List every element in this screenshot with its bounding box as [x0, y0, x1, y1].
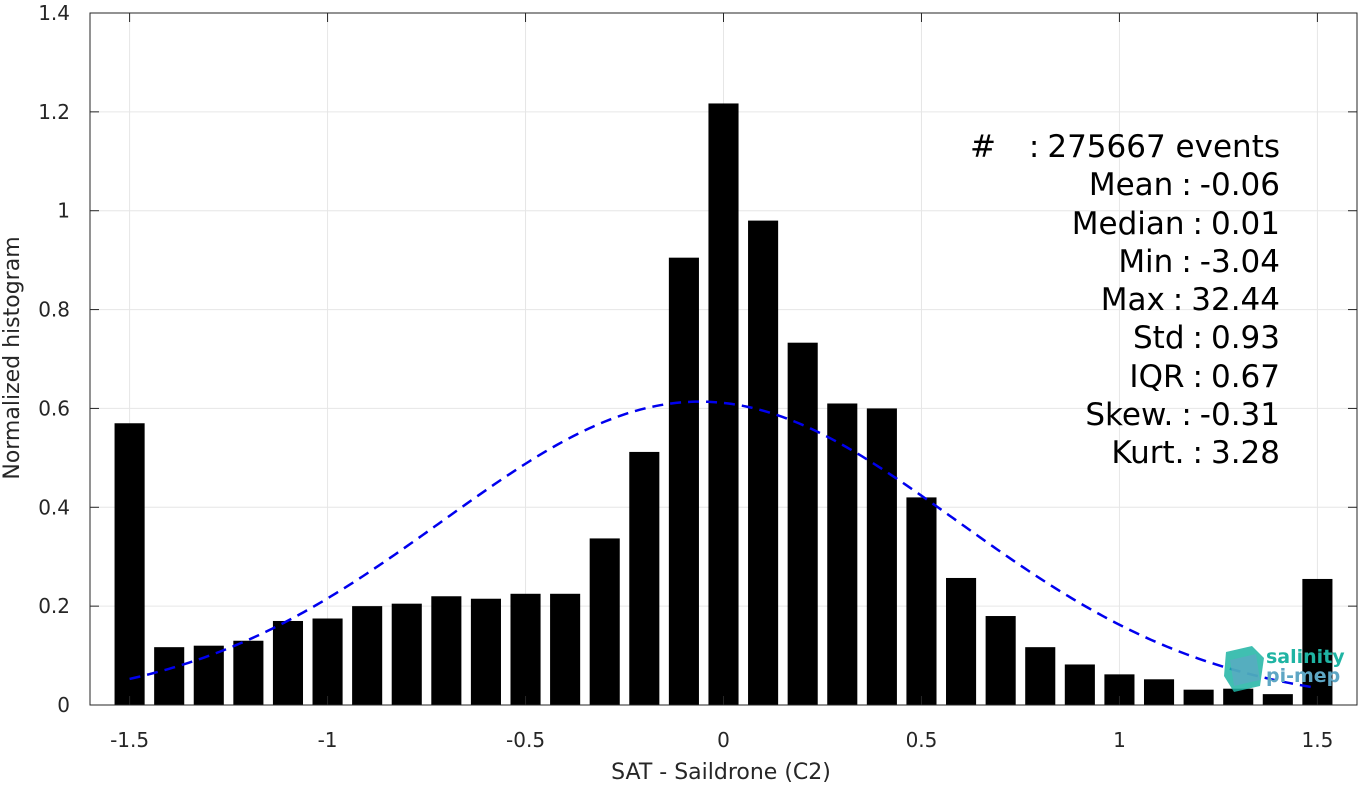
histogram-bar	[1183, 689, 1214, 705]
stat-row: Median:0.01	[900, 205, 1280, 243]
x-tick-label: 1.5	[1302, 728, 1334, 752]
stat-separator: :	[1192, 205, 1203, 242]
axis-ticks	[90, 12, 1357, 706]
x-tick-label: 0.5	[906, 728, 938, 752]
histogram-bar	[1223, 688, 1254, 705]
histogram-bar	[550, 593, 581, 705]
histogram-bar	[470, 598, 501, 705]
stat-key: Skew.	[1085, 397, 1174, 434]
stat-separator: :	[1181, 243, 1192, 280]
stat-separator: :	[1181, 397, 1192, 434]
histogram-bar	[748, 220, 779, 705]
x-tick-label: 1	[1113, 728, 1126, 752]
y-tick-label: 0.6	[38, 396, 70, 420]
y-tick-label: 0.4	[38, 495, 70, 519]
histogram-bar	[1064, 664, 1095, 705]
stat-row: Max:32.44	[900, 281, 1280, 319]
stat-row: Mean: -0.06	[900, 166, 1280, 204]
stat-key: #	[970, 129, 996, 165]
x-tick-labels: -1.5 -1 -0.5 0 0.5 1 1.5	[110, 728, 1333, 752]
histogram-bar	[391, 603, 422, 705]
stat-separator: :	[1192, 358, 1203, 395]
stat-key: IQR	[1129, 358, 1185, 395]
histogram-bar	[510, 593, 541, 705]
histogram-bar	[312, 618, 343, 705]
y-tick-labels: 0 0.2 0.4 0.6 0.8 1 1.2 1.4	[38, 1, 70, 717]
y-tick-label: 0.8	[38, 298, 70, 322]
salinity-pimep-logo: salinity pi-mep	[1222, 646, 1347, 694]
histogram-bars	[114, 103, 1333, 705]
stat-separator: :	[1181, 167, 1192, 204]
statistics-box: #:275667 events Mean: -0.06 Median:0.01 Min:…	[900, 128, 1280, 473]
stat-key: Max	[1100, 282, 1165, 319]
histogram-bar	[866, 408, 897, 705]
logo-mark-icon	[1224, 646, 1264, 692]
logo-line-1: salinity	[1266, 646, 1345, 668]
logo-line-2: pi-mep	[1266, 665, 1341, 687]
histogram-bar	[1302, 578, 1333, 705]
histogram-bar	[985, 616, 1016, 705]
stat-value: -0.31	[1199, 397, 1280, 434]
histogram-bar	[154, 647, 185, 705]
histogram-bar	[906, 497, 937, 705]
y-tick-label: 1.2	[38, 100, 70, 124]
stat-value: -0.06	[1199, 167, 1280, 204]
stat-separator: :	[1172, 282, 1184, 319]
histogram-bar	[946, 577, 977, 705]
stat-key: Min	[1118, 243, 1174, 280]
stat-separator: :	[1192, 435, 1203, 472]
histogram-bar	[827, 403, 858, 705]
y-tick-label: 0.2	[38, 594, 70, 618]
stat-row: #:275667 events	[900, 128, 1280, 166]
stat-row: Skew.: -0.31	[900, 396, 1280, 434]
histogram-bar	[272, 620, 304, 705]
stat-separator: :	[1028, 129, 1040, 165]
gaussian-fit-curve	[129, 400, 1318, 690]
y-tick-label: 1.4	[38, 1, 70, 25]
y-tick-label: 1	[57, 199, 70, 223]
x-tick-label: -1	[318, 728, 338, 752]
stat-separator: :	[1192, 320, 1203, 357]
stat-key: Mean	[1088, 167, 1174, 204]
histogram-bar	[1143, 679, 1175, 705]
y-tick-label: 0	[57, 693, 70, 717]
histogram-bar	[1262, 694, 1293, 705]
stat-row: Min: -3.04	[900, 243, 1280, 281]
stat-row: IQR:0.67	[900, 358, 1280, 396]
logo-text: salinity pi-mep	[1266, 648, 1345, 686]
stat-value: 0.93	[1210, 320, 1280, 357]
stat-value: 0.01	[1210, 205, 1280, 242]
x-tick-label: 0	[717, 728, 730, 752]
stat-value: 275667 events	[1047, 129, 1280, 165]
x-tick-label: -1.5	[110, 728, 149, 752]
y-axis-label: Normalized histogram	[0, 236, 25, 479]
stat-key: Std	[1133, 320, 1185, 357]
histogram-bar	[787, 342, 818, 705]
histogram-bar	[668, 257, 699, 705]
histogram-bar	[431, 596, 462, 705]
histogram-bar	[233, 640, 264, 705]
histogram-bar	[629, 451, 660, 705]
stat-row: Kurt.:3.28	[900, 434, 1280, 472]
x-tick-label: -0.5	[506, 728, 545, 752]
stat-value: 3.28	[1210, 435, 1280, 472]
stat-key: Median	[1071, 205, 1185, 242]
stat-value: 32.44	[1191, 282, 1280, 319]
stat-value: -3.04	[1199, 243, 1280, 280]
histogram-bar	[589, 538, 620, 705]
stat-value: 0.67	[1210, 358, 1280, 395]
histogram-bar	[1025, 647, 1056, 705]
stat-row: Std:0.93	[900, 319, 1280, 357]
histogram-bar	[114, 423, 145, 705]
x-axis-label: SAT - Saildrone (C2)	[611, 760, 831, 785]
stat-key: Kurt.	[1111, 435, 1185, 472]
histogram-bar	[352, 606, 383, 705]
